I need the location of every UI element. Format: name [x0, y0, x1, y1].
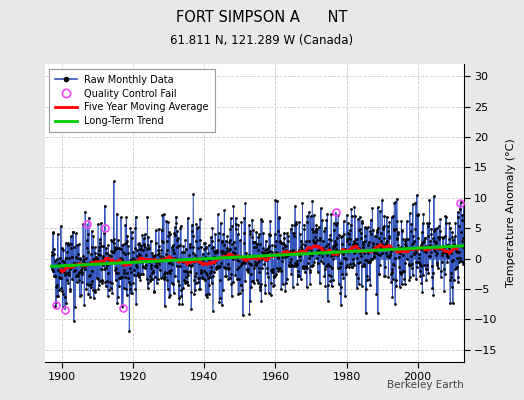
Text: FORT SIMPSON A      NT: FORT SIMPSON A NT [176, 10, 348, 25]
Text: Berkeley Earth: Berkeley Earth [387, 380, 464, 390]
Y-axis label: Temperature Anomaly (°C): Temperature Anomaly (°C) [506, 139, 516, 287]
Text: 61.811 N, 121.289 W (Canada): 61.811 N, 121.289 W (Canada) [170, 34, 354, 47]
Legend: Raw Monthly Data, Quality Control Fail, Five Year Moving Average, Long-Term Tren: Raw Monthly Data, Quality Control Fail, … [49, 69, 215, 132]
